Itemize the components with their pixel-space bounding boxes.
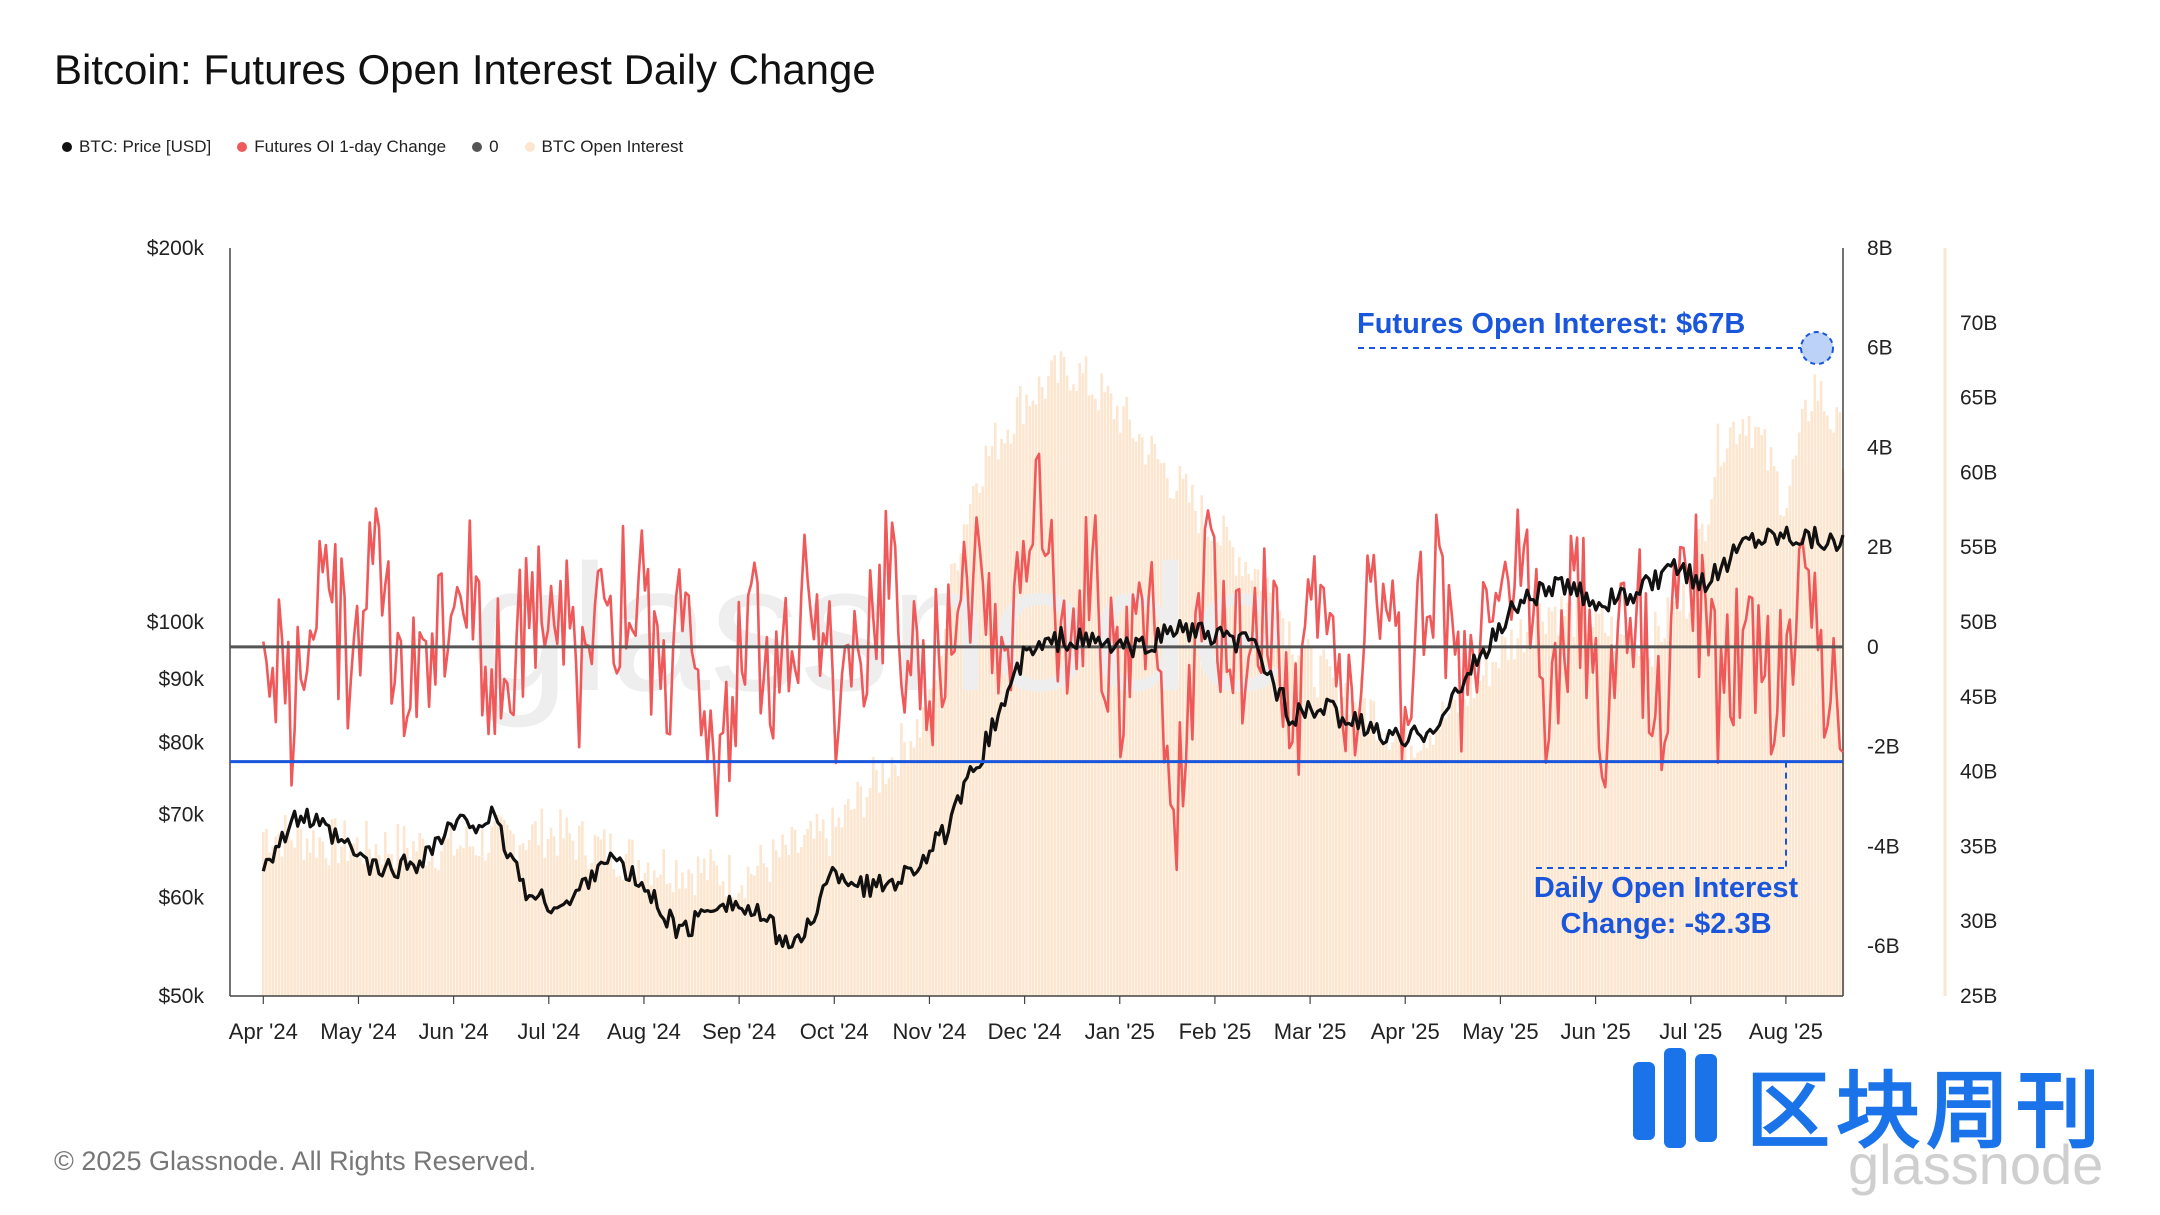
y-left-tick-label: $50k — [158, 985, 204, 1008]
btc-price-line — [261, 525, 1845, 950]
x-tick-label: Sep '24 — [702, 1019, 776, 1044]
y-right-tick-label: 6B — [1867, 337, 1893, 360]
y-right-tick-label: 8B — [1867, 237, 1893, 260]
brand-logo-icon — [1633, 1048, 1717, 1148]
legend-item-price[interactable]: BTC: Price [USD] — [62, 137, 211, 157]
x-tick-label: Nov '24 — [892, 1019, 966, 1044]
y-left-tick-label: $90k — [158, 668, 204, 691]
x-tick-label: Dec '24 — [988, 1019, 1062, 1044]
x-tick-label: Apr '25 — [1371, 1019, 1440, 1044]
y-left-tick-label: $200k — [147, 237, 205, 260]
x-tick-label: Jun '24 — [418, 1019, 488, 1044]
y-oi-tick-label: 65B — [1960, 387, 1997, 410]
open-interest-bars — [262, 351, 1845, 996]
y-right-tick-label: -6B — [1867, 935, 1900, 958]
legend-label-oi-change: Futures OI 1-day Change — [254, 137, 447, 156]
y-oi-tick-label: 35B — [1960, 835, 1997, 858]
brand-text: 区块周刊 — [1746, 1064, 2107, 1158]
copyright-footer: © 2025 Glassnode. All Rights Reserved. — [54, 1146, 537, 1176]
x-tick-label: Aug '24 — [607, 1019, 681, 1044]
legend-label-price: BTC: Price [USD] — [79, 137, 212, 156]
y-oi-tick-label: 25B — [1960, 985, 1997, 1008]
legend-item-zero[interactable]: 0 — [472, 137, 499, 157]
y-oi-tick-label: 60B — [1960, 461, 1997, 484]
legend: BTC: Price [USD] Futures OI 1-day Change… — [62, 137, 683, 157]
y-right-tick-label: 0 — [1867, 636, 1879, 659]
y-right-tick-label: 4B — [1867, 436, 1893, 459]
y-right-tick-label: -2B — [1867, 736, 1900, 759]
futures-oi-annotation: Futures Open Interest: $67B — [1357, 308, 1745, 340]
chart-title: Bitcoin: Futures Open Interest Daily Cha… — [54, 46, 876, 93]
y-oi-tick-label: 40B — [1960, 761, 1997, 784]
brand-subtext: glassnode — [1848, 1133, 2104, 1196]
y-left-tick-label: $100k — [147, 611, 205, 634]
x-tick-label: May '24 — [320, 1019, 396, 1044]
x-tick-label: May '25 — [1462, 1019, 1538, 1044]
legend-swatch-price — [62, 142, 72, 152]
y-left-tick-label: $60k — [158, 887, 204, 910]
legend-swatch-oi-change — [237, 142, 248, 152]
y-left-tick-label: $80k — [158, 731, 204, 754]
y-oi-tick-label: 70B — [1960, 312, 1997, 335]
x-tick-label: Jan '25 — [1085, 1019, 1155, 1044]
daily-change-annotation-line2: Change: -$2.3B — [1560, 908, 1771, 940]
x-tick-label: Oct '24 — [800, 1019, 869, 1044]
y-right-tick-label: 2B — [1867, 536, 1893, 559]
x-tick-label: Mar '25 — [1274, 1019, 1347, 1044]
x-tick-label: Feb '25 — [1179, 1019, 1252, 1044]
x-tick-label: Jul '25 — [1659, 1019, 1722, 1044]
y-oi-tick-label: 30B — [1960, 910, 1997, 933]
y-oi-tick-label: 55B — [1960, 536, 1997, 559]
daily-change-annotation-line1: Daily Open Interest — [1534, 872, 1799, 904]
x-tick-label: Jun '25 — [1560, 1019, 1630, 1044]
y-right-tick-label: -4B — [1867, 835, 1900, 858]
futures-oi-marker — [1800, 331, 1834, 365]
x-tick-label: Aug '25 — [1749, 1019, 1823, 1044]
legend-item-open-interest[interactable]: BTC Open Interest — [524, 137, 684, 157]
legend-label-zero: 0 — [489, 137, 499, 156]
legend-swatch-open-interest — [524, 142, 535, 152]
x-tick-label: Jul '24 — [517, 1019, 580, 1044]
brand-watermark: 区块周刊 glassnode — [1628, 1040, 2148, 1200]
y-oi-tick-label: 45B — [1960, 686, 1997, 709]
y-left-tick-label: $70k — [158, 803, 204, 826]
x-tick-label: Apr '24 — [229, 1019, 298, 1044]
legend-label-open-interest: BTC Open Interest — [541, 137, 684, 156]
legend-item-oi-change[interactable]: Futures OI 1-day Change — [237, 137, 446, 157]
y-oi-tick-label: 50B — [1960, 611, 1997, 634]
legend-swatch-zero — [472, 142, 483, 152]
